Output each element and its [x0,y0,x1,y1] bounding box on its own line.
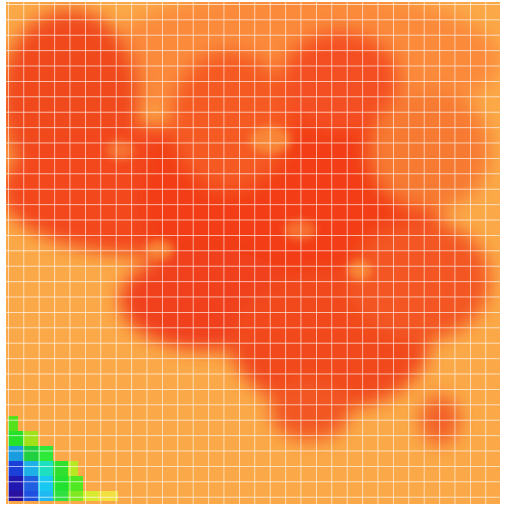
grid-overlay [6,2,500,504]
image-area [6,2,500,504]
